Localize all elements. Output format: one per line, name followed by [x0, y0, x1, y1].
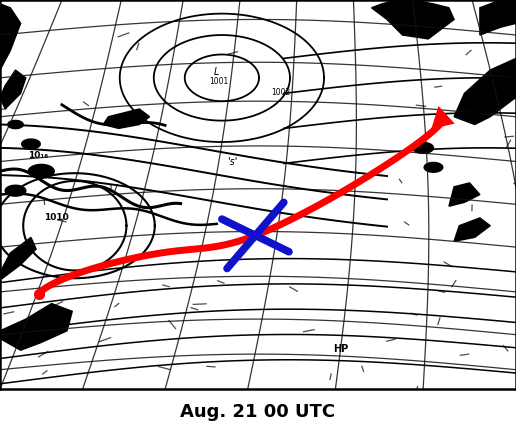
- Text: 1001: 1001: [209, 77, 229, 86]
- Polygon shape: [0, 4, 21, 70]
- Polygon shape: [454, 58, 516, 125]
- Text: HP: HP: [333, 344, 348, 354]
- Text: 1010: 1010: [44, 213, 69, 222]
- Polygon shape: [103, 109, 150, 129]
- Polygon shape: [449, 183, 480, 206]
- Text: 17: 17: [108, 184, 120, 193]
- Polygon shape: [0, 237, 36, 280]
- Polygon shape: [0, 304, 72, 350]
- Polygon shape: [454, 218, 490, 241]
- Text: 's': 's': [227, 157, 237, 167]
- Text: L: L: [214, 67, 219, 77]
- Polygon shape: [372, 0, 454, 39]
- Polygon shape: [28, 164, 54, 178]
- Polygon shape: [0, 70, 26, 109]
- Polygon shape: [413, 142, 433, 154]
- Polygon shape: [22, 139, 40, 149]
- Polygon shape: [8, 120, 23, 129]
- Polygon shape: [424, 163, 443, 172]
- Text: Aug. 21 00 UTC: Aug. 21 00 UTC: [181, 402, 335, 421]
- Text: 10₁₆: 10₁₆: [28, 150, 49, 160]
- Text: 1002: 1002: [271, 88, 291, 97]
- Polygon shape: [5, 185, 26, 196]
- Polygon shape: [480, 0, 516, 35]
